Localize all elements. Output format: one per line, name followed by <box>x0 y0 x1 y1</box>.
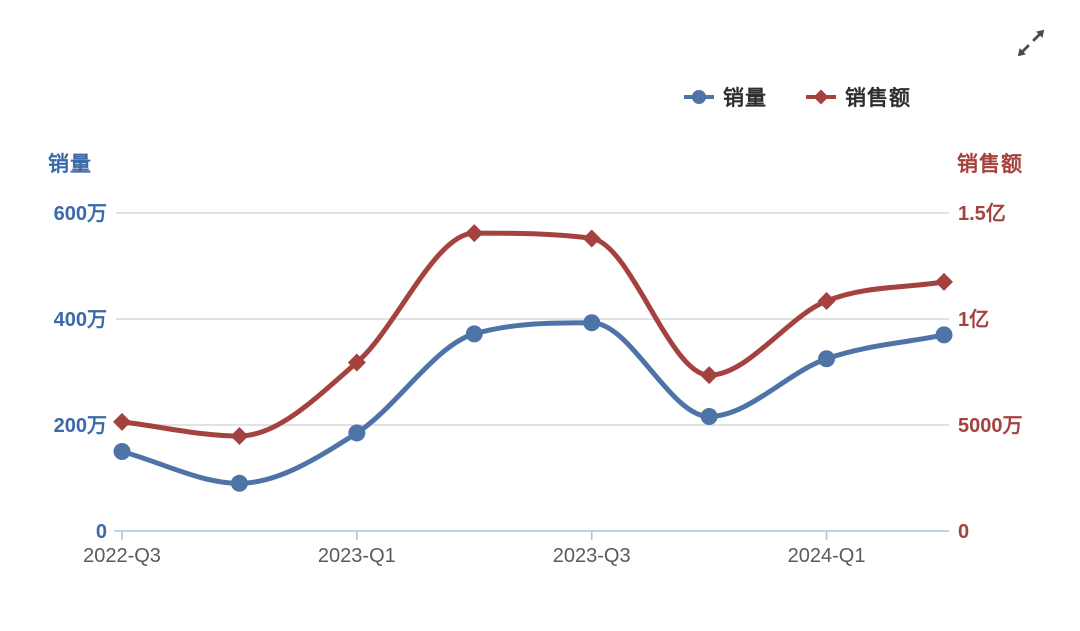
sales-revenue-point[interactable] <box>935 272 953 291</box>
legend-label-sales-volume: 销量 <box>723 87 767 110</box>
sales-volume-point[interactable] <box>348 424 366 442</box>
sales-revenue-point[interactable] <box>347 353 366 372</box>
right-axis-tick-label: 1亿 <box>958 307 989 331</box>
sales-revenue-line <box>119 230 947 439</box>
sales-volume-point[interactable] <box>583 314 601 332</box>
legend-item-sales-revenue[interactable]: 销售额 <box>805 82 911 112</box>
sales-revenue-point[interactable] <box>113 412 131 431</box>
sales-volume-point[interactable] <box>465 325 483 343</box>
x-axis-label: 2024-Q1 <box>788 545 866 567</box>
sales-revenue-point[interactable] <box>817 291 836 310</box>
sales-revenue-point[interactable] <box>465 224 484 243</box>
left-axis-tick-label: 200万 <box>54 415 107 437</box>
legend-label-sales-revenue: 销售额 <box>845 87 911 110</box>
legend-item-sales-volume[interactable]: 销量 <box>683 82 767 112</box>
arrow-down-left <box>1017 44 1030 57</box>
sales-volume-point[interactable] <box>818 350 836 368</box>
x-axis-label: 2023-Q3 <box>553 545 631 567</box>
x-axis-label: 2022-Q3 <box>83 545 161 567</box>
right-axis-tick-label: 1.5亿 <box>958 201 1006 225</box>
sales-volume-point[interactable] <box>935 326 953 344</box>
sales-volume-legend-marker <box>684 90 714 104</box>
left-axis-title: 销量 <box>48 153 92 176</box>
x-axis-label: 2023-Q1 <box>318 545 396 567</box>
arrow-up-right <box>1032 29 1045 42</box>
left-axis-tick-label: 600万 <box>54 203 107 225</box>
sales-volume-point[interactable] <box>113 443 131 460</box>
right-axis-tick-label: 0 <box>958 521 969 543</box>
sales-revenue-point[interactable] <box>230 427 249 446</box>
fullscreen-icon[interactable] <box>1012 24 1050 62</box>
legend: 销量 销售额 <box>683 82 911 112</box>
left-axis-tick-label: 400万 <box>54 309 107 331</box>
sales-revenue-legend-marker <box>806 89 836 105</box>
right-axis-title: 销售额 <box>957 153 1023 176</box>
sales-revenue-point[interactable] <box>582 229 601 248</box>
sales-volume-point[interactable] <box>230 474 248 492</box>
sales-volume-point[interactable] <box>700 408 718 426</box>
left-axis-tick-label: 0 <box>96 521 107 543</box>
sales-revenue-point[interactable] <box>700 366 719 385</box>
sales-volume-line <box>119 320 947 486</box>
right-axis-tick-label: 5000万 <box>958 415 1023 437</box>
